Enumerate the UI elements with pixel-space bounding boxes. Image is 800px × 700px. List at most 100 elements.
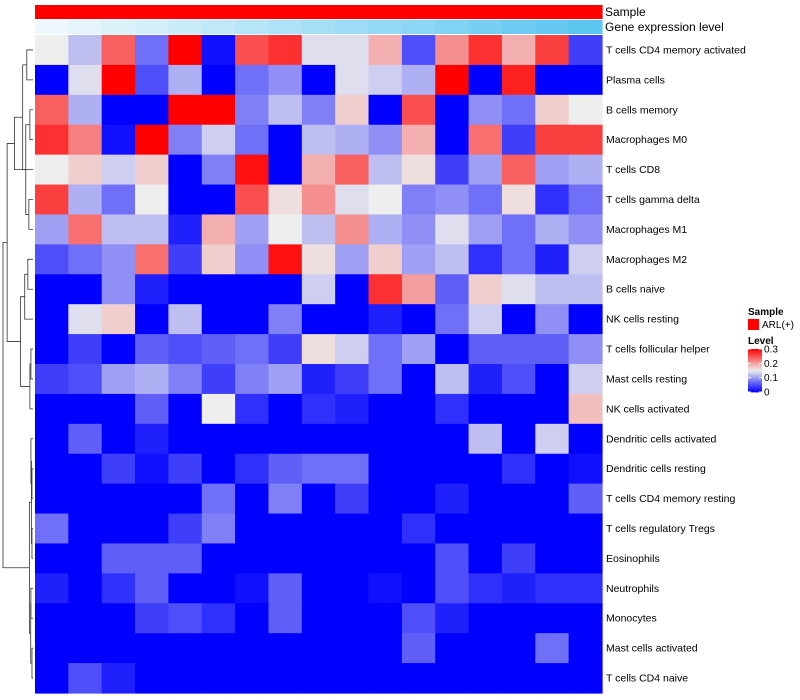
heatmap-cell <box>435 453 470 485</box>
sample-annotation-cell <box>235 5 270 19</box>
heatmap-cell <box>235 35 270 66</box>
heatmap-cell <box>301 573 336 604</box>
heatmap-cell <box>435 364 470 395</box>
heatmap-cell <box>201 124 236 156</box>
heatmap-cell <box>268 663 303 694</box>
row-label: B cells memory <box>606 104 679 116</box>
row-label: Dendritic cells activated <box>606 433 716 445</box>
heatmap-cell <box>35 334 69 365</box>
heatmap-cell <box>468 513 503 545</box>
heatmap-cell <box>168 513 203 545</box>
heatmap-cell <box>568 35 603 66</box>
heatmap-cell <box>268 184 303 216</box>
heatmap-cell <box>201 393 236 425</box>
heatmap-cell <box>401 364 436 395</box>
heatmap-cell <box>468 35 503 66</box>
heatmap-cell <box>101 453 136 485</box>
heatmap-cell <box>568 334 603 365</box>
heatmap-cell <box>468 393 503 425</box>
column-annotation-bars <box>35 5 603 34</box>
heatmap-cell <box>568 663 603 694</box>
heatmap-cell <box>535 64 570 96</box>
heatmap-cell <box>268 334 303 365</box>
heatmap-cell <box>301 124 336 156</box>
colorbar-segment <box>748 370 762 372</box>
heatmap-cell <box>268 244 303 275</box>
heatmap-cell <box>168 423 203 455</box>
heatmap-cell <box>401 35 436 66</box>
heatmap-cell <box>235 304 270 335</box>
heatmap-cell <box>468 64 503 96</box>
heatmap-cell <box>501 94 536 126</box>
heatmap-cell <box>201 423 236 455</box>
heatmap-cell <box>268 94 303 126</box>
heatmap-cell <box>435 573 470 604</box>
heatmap-cell <box>268 423 303 455</box>
heatmap-cell <box>101 603 136 634</box>
heatmap-cell <box>101 513 136 545</box>
heatmap-cell <box>135 513 170 545</box>
heatmap-cell <box>435 274 470 305</box>
heatmap-cell <box>535 633 570 664</box>
heatmap-cell <box>101 364 136 395</box>
heatmap-cell <box>368 513 403 545</box>
heatmap-cell <box>135 184 170 216</box>
gene-expression-annotation-cell <box>201 20 236 34</box>
row-label: Plasma cells <box>606 74 665 86</box>
sample-annotation-cell <box>468 5 503 19</box>
heatmap-cell <box>335 663 370 694</box>
heatmap-cells <box>35 35 603 694</box>
heatmap-cell <box>401 573 436 604</box>
dendrogram-branch <box>2 242 30 569</box>
heatmap-cell <box>135 244 170 275</box>
heatmap-cell <box>368 453 403 485</box>
heatmap-cell <box>335 124 370 156</box>
heatmap-cell <box>68 64 103 96</box>
heatmap-cell <box>435 483 470 515</box>
heatmap-cell <box>468 94 503 126</box>
heatmap-cell <box>168 603 203 634</box>
heatmap-cell <box>435 184 470 216</box>
heatmap-cell <box>235 124 270 156</box>
heatmap-cell <box>68 483 103 515</box>
heatmap-cell <box>368 64 403 96</box>
heatmap-cell <box>101 184 136 216</box>
heatmap-cell <box>101 124 136 156</box>
colorbar-segment <box>748 365 762 367</box>
heatmap-cell <box>68 423 103 455</box>
heatmap-cell <box>135 453 170 485</box>
heatmap-cell <box>235 513 270 545</box>
heatmap-cell <box>168 94 203 126</box>
heatmap-cell <box>501 124 536 156</box>
heatmap-cell <box>135 423 170 455</box>
heatmap-cell <box>401 124 436 156</box>
heatmap-cell <box>568 513 603 545</box>
sample-annotation-cell <box>168 5 203 19</box>
heatmap-cell <box>501 633 536 664</box>
heatmap-cell <box>201 64 236 96</box>
heatmap-cell <box>201 633 236 664</box>
heatmap-cell <box>501 393 536 425</box>
heatmap-cell <box>235 663 270 694</box>
colorbar-segment <box>748 366 762 368</box>
colorbar-segment <box>748 383 762 385</box>
heatmap-cell <box>335 274 370 305</box>
heatmap-cell <box>568 453 603 485</box>
dendrogram-branch <box>26 49 33 81</box>
dendrogram-branch <box>27 258 33 290</box>
heatmap-cell <box>201 573 236 604</box>
heatmap-cell <box>435 154 470 186</box>
legend-sample-entry: ARL(+) <box>762 320 794 331</box>
heatmap-cell <box>435 513 470 545</box>
heatmap-cell <box>135 573 170 604</box>
sample-annotation-cell <box>435 5 470 19</box>
heatmap-cell <box>68 35 103 66</box>
colorbar-tick-label: 0.3 <box>764 345 778 356</box>
heatmap-cell <box>35 543 69 574</box>
heatmap-cell <box>301 513 336 545</box>
heatmap-cell <box>435 244 470 275</box>
heatmap-cell <box>435 94 470 126</box>
heatmap-cell <box>535 513 570 545</box>
heatmap-cell <box>401 304 436 335</box>
